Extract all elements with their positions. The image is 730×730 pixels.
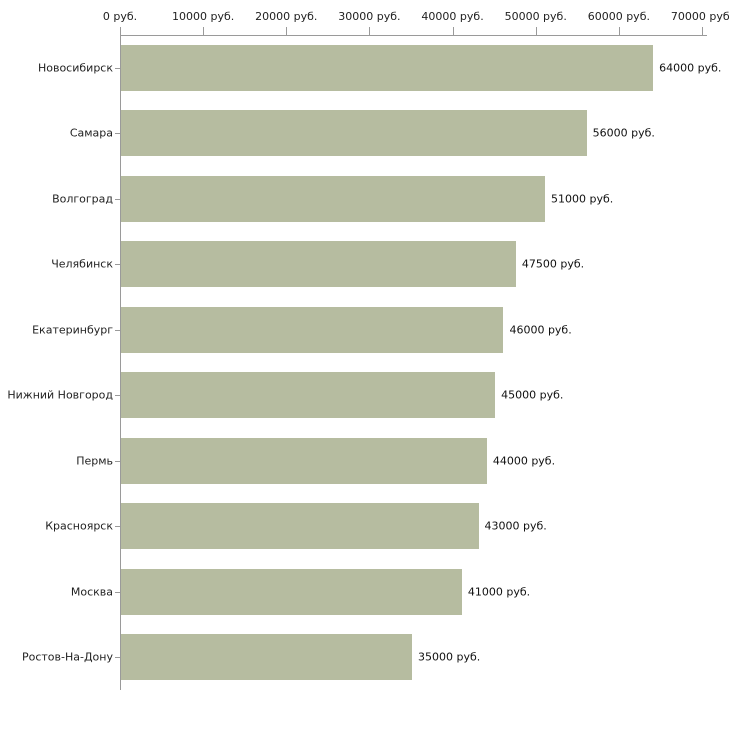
chart-row: Новосибирск 64000 руб. (0, 35, 730, 101)
x-tick-mark (452, 27, 454, 35)
chart-row: Челябинск 47500 руб. (0, 232, 730, 298)
value-label: 43000 руб. (484, 519, 547, 533)
x-tick-mark (203, 27, 205, 35)
y-tick-mark (115, 67, 120, 69)
x-tick-label: 70000 руб. (670, 10, 730, 23)
x-tick-mark (286, 27, 288, 35)
value-label: 46000 руб. (509, 323, 572, 337)
value-label: 51000 руб. (551, 192, 614, 206)
x-tick-label: 40000 руб. (421, 10, 484, 23)
x-tick-label: 20000 руб. (255, 10, 318, 23)
bar (121, 110, 587, 157)
x-tick-mark (535, 27, 537, 35)
chart-row: Пермь 44000 руб. (0, 428, 730, 494)
category-label: Красноярск (45, 519, 113, 533)
chart-row: Екатеринбург 46000 руб. (0, 297, 730, 363)
y-tick-mark (115, 657, 120, 659)
chart-row: Москва 41000 руб. (0, 559, 730, 625)
y-tick-mark (115, 264, 120, 266)
category-label: Волгоград (52, 192, 113, 206)
y-tick-mark (115, 526, 120, 528)
chart-row: Нижний Новгород 45000 руб. (0, 363, 730, 429)
bar (121, 437, 487, 484)
x-tick-mark (120, 27, 121, 35)
value-label: 64000 руб. (659, 61, 722, 75)
x-tick-label: 0 руб. (102, 10, 138, 23)
category-label: Нижний Новгород (7, 388, 113, 402)
category-label: Екатеринбург (32, 323, 113, 337)
value-label: 56000 руб. (592, 126, 655, 140)
value-label: 35000 руб. (418, 650, 481, 664)
y-axis-line (120, 35, 121, 690)
bar (121, 372, 496, 419)
x-tick-mark (369, 27, 371, 35)
x-tick-label: 50000 руб. (504, 10, 567, 23)
value-label: 44000 руб. (492, 454, 556, 468)
bar (121, 568, 462, 615)
x-tick-mark (618, 27, 620, 35)
chart-row: Красноярск 43000 руб. (0, 494, 730, 560)
y-tick-mark (115, 591, 120, 593)
bar (121, 241, 516, 288)
x-tick-label: 30000 руб. (338, 10, 401, 23)
chart-row: Ростов-На-Дону 35000 руб. (0, 625, 730, 691)
bar (121, 175, 546, 222)
x-axis-line (120, 35, 707, 36)
value-label: 47500 руб. (521, 257, 585, 271)
category-label: Новосибирск (37, 61, 113, 75)
x-tick-label: 10000 руб. (172, 10, 235, 23)
x-tick-label: 60000 руб. (587, 10, 650, 23)
bar (121, 503, 479, 550)
chart-row: Волгоград 51000 руб. (0, 166, 730, 232)
bar (121, 634, 412, 681)
category-label: Ростов-На-Дону (21, 650, 113, 664)
bar (121, 44, 654, 91)
category-label: Пермь (76, 454, 113, 468)
category-label: Самара (69, 126, 113, 140)
y-tick-mark (115, 198, 120, 200)
category-label: Москва (70, 585, 113, 599)
value-label: 45000 руб. (501, 388, 564, 402)
chart-row: Самара 56000 руб. (0, 101, 730, 167)
y-tick-mark (115, 395, 120, 397)
x-tick-mark (702, 27, 703, 35)
y-tick-mark (115, 460, 120, 462)
y-tick-mark (115, 329, 120, 331)
category-label: Челябинск (51, 257, 113, 271)
value-label: 41000 руб. (467, 585, 531, 599)
bar (121, 306, 504, 353)
y-tick-mark (115, 133, 120, 135)
